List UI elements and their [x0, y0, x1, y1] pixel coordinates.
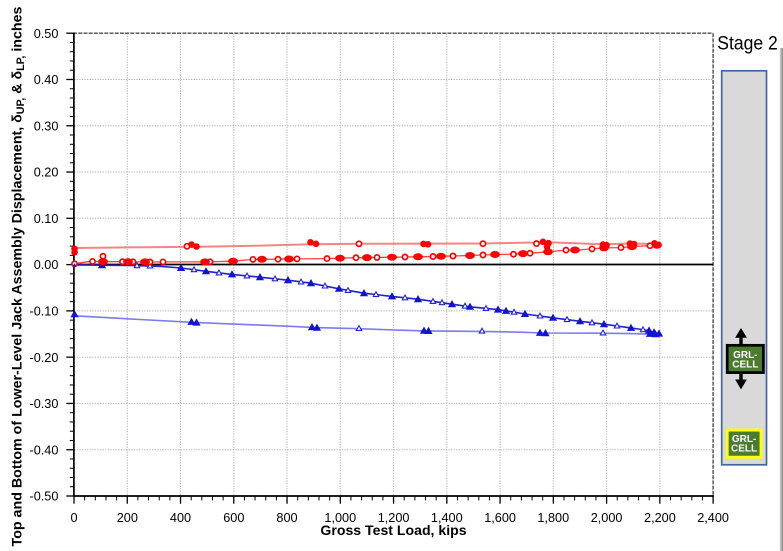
svg-text:1,200: 1,200	[378, 511, 410, 525]
svg-text:-0.40: -0.40	[29, 443, 58, 457]
svg-text:1,600: 1,600	[484, 511, 516, 525]
svg-text:0.10: 0.10	[34, 212, 59, 226]
svg-text:Stage 2: Stage 2	[717, 32, 778, 54]
svg-text:Top and Bottom of Lower-Level: Top and Bottom of Lower-Level Jack Assem…	[9, 6, 27, 546]
svg-text:Gross Test Load, kips: Gross Test Load, kips	[320, 522, 466, 538]
svg-text:2,000: 2,000	[591, 511, 623, 525]
svg-text:600: 600	[223, 511, 244, 525]
svg-text:CELL: CELL	[731, 443, 757, 454]
svg-text:0.50: 0.50	[34, 27, 59, 41]
svg-text:-0.10: -0.10	[29, 305, 58, 319]
svg-text:1,400: 1,400	[431, 511, 463, 525]
svg-text:0.30: 0.30	[34, 119, 59, 133]
svg-text:1,000: 1,000	[324, 511, 356, 525]
svg-text:-0.20: -0.20	[29, 351, 58, 365]
svg-text:0: 0	[70, 511, 77, 525]
svg-text:-0.50: -0.50	[29, 490, 58, 504]
svg-text:GRL-: GRL-	[732, 434, 756, 445]
svg-text:800: 800	[276, 511, 297, 525]
svg-text:0.00: 0.00	[34, 258, 59, 272]
svg-text:CELL: CELL	[732, 360, 758, 371]
svg-text:1,800: 1,800	[537, 511, 569, 525]
svg-text:400: 400	[170, 511, 191, 525]
svg-text:0.20: 0.20	[34, 166, 59, 180]
svg-text:2,400: 2,400	[697, 511, 729, 525]
svg-text:GRL-: GRL-	[733, 350, 757, 361]
svg-text:0.40: 0.40	[34, 73, 59, 87]
svg-text:2,200: 2,200	[644, 511, 676, 525]
svg-text:200: 200	[117, 511, 138, 525]
svg-text:-0.30: -0.30	[29, 397, 58, 411]
